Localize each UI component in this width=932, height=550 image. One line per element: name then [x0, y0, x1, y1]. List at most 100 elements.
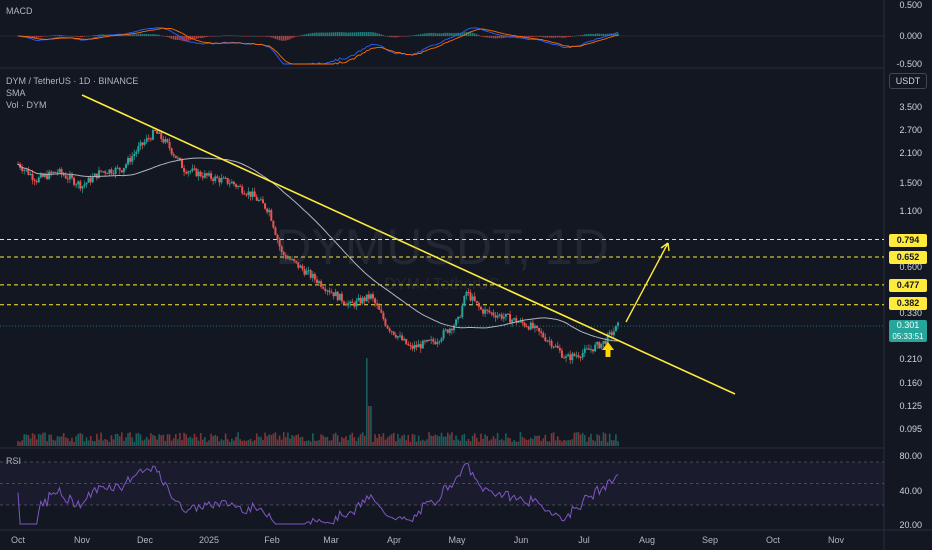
macd-histogram-bar [73, 36, 75, 37]
macd-histogram-bar [382, 35, 385, 36]
candle-body [610, 332, 613, 336]
macd-histogram-bar [573, 35, 576, 37]
volume-bar [195, 436, 198, 446]
volume-bar [403, 434, 405, 446]
candle-body [513, 318, 516, 320]
macd-histogram-bar [596, 33, 599, 36]
candle-body [365, 294, 368, 302]
level-tag-0652[interactable]: 0.652 [889, 251, 927, 264]
candle-body [318, 281, 321, 284]
volume-bar [480, 433, 482, 446]
macd-histogram-bar [446, 32, 449, 36]
level-tag-0382[interactable]: 0.382 [889, 297, 927, 310]
candle-body [102, 171, 105, 173]
candle-body [496, 315, 499, 318]
candle-body [97, 170, 100, 179]
candle-body [455, 319, 458, 326]
volume-bar [411, 434, 414, 446]
volume-bar [565, 440, 567, 446]
volume-bar [37, 433, 40, 446]
candle-body [255, 196, 258, 201]
macd-histogram-bar [461, 32, 464, 36]
volume-bar [419, 440, 422, 446]
volume-bar [478, 441, 480, 446]
volume-bar [546, 441, 549, 446]
candle-body [35, 181, 38, 183]
volume-bar [79, 432, 82, 446]
macd-histogram-bar [183, 36, 185, 42]
sma-indicator-label[interactable]: SMA [6, 88, 26, 98]
price-tick: 2.100 [899, 148, 922, 158]
volume-bar [191, 438, 194, 446]
macd-histogram-bar [430, 32, 432, 36]
macd-histogram-bar [52, 35, 55, 36]
volume-bar [521, 436, 524, 446]
candle-body [195, 168, 198, 177]
volume-bar [193, 433, 196, 446]
volume-indicator-label[interactable]: Vol · DYM [6, 100, 47, 110]
symbol-title[interactable]: DYM / TetherUS · 1D · BINANCE [6, 76, 139, 86]
macd-histogram-bar [262, 36, 264, 37]
macd-histogram-bar [282, 36, 285, 41]
macd-histogram-bar [260, 36, 262, 37]
volume-bar [280, 439, 283, 446]
volume-bar [542, 438, 545, 446]
candle-body [359, 297, 362, 304]
volume-bar [116, 433, 119, 446]
macd-histogram-bar [307, 33, 310, 36]
volume-bar [610, 440, 613, 446]
volume-bar [73, 441, 75, 446]
candle-body [550, 340, 553, 347]
candle-body [592, 349, 595, 352]
rsi-tick-20: 20.00 [899, 520, 922, 530]
candle-body [401, 335, 404, 341]
macd-histogram-bar [118, 35, 121, 36]
time-tick-jul: Jul [578, 535, 590, 545]
volume-bar [392, 432, 395, 446]
candle-body [197, 171, 200, 177]
level-tag-0794[interactable]: 0.794 [889, 234, 927, 247]
volume-bar [309, 441, 312, 446]
volume-bar [33, 434, 36, 446]
candle-body [73, 177, 76, 185]
candle-body [525, 326, 528, 328]
macd-histogram-bar [121, 35, 123, 36]
candle-body [181, 159, 184, 169]
macd-histogram-bar [166, 36, 169, 38]
volume-bar [590, 433, 592, 446]
candle-body [164, 139, 167, 143]
candle-body [166, 139, 169, 142]
macd-histogram-bar [532, 36, 534, 37]
macd-histogram-bar [544, 36, 547, 38]
macd-histogram-bar [590, 33, 592, 36]
candle-body [68, 174, 71, 180]
currency-button[interactable]: USDT [889, 73, 927, 89]
macd-histogram-bar [56, 35, 59, 36]
volume-bar [351, 432, 354, 446]
macd-histogram-bar [422, 33, 424, 36]
candle-body [56, 172, 59, 174]
macd-histogram-bar [372, 32, 374, 36]
volume-bar [181, 440, 183, 446]
macd-histogram-bar [264, 36, 266, 37]
candle-body [43, 174, 46, 177]
candle-body [471, 296, 474, 301]
macd-histogram-bar [268, 36, 271, 37]
price-tick: 0.210 [899, 354, 922, 364]
macd-histogram-bar [606, 33, 609, 36]
candle-body [160, 132, 163, 140]
candle-body [151, 130, 154, 140]
level-tag-0477[interactable]: 0.477 [889, 279, 927, 292]
macd-histogram-bar [123, 35, 125, 36]
candle-body [245, 194, 248, 196]
candle-body [295, 260, 298, 263]
volume-bar [216, 436, 219, 446]
volume-bar [374, 434, 376, 446]
macd-histogram-bar [168, 36, 171, 38]
candle-body [419, 344, 422, 349]
candle-body [62, 173, 65, 176]
macd-histogram-bar [482, 36, 484, 37]
macd-histogram-bar [314, 32, 316, 36]
